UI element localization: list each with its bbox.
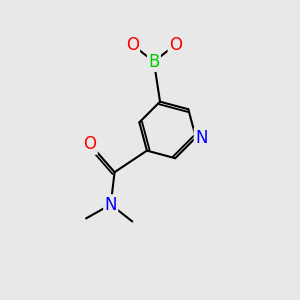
Text: N: N <box>104 196 117 214</box>
Text: O: O <box>83 136 96 154</box>
Text: O: O <box>126 36 139 54</box>
Text: B: B <box>148 52 160 70</box>
Text: O: O <box>169 36 182 54</box>
Text: N: N <box>195 128 208 146</box>
